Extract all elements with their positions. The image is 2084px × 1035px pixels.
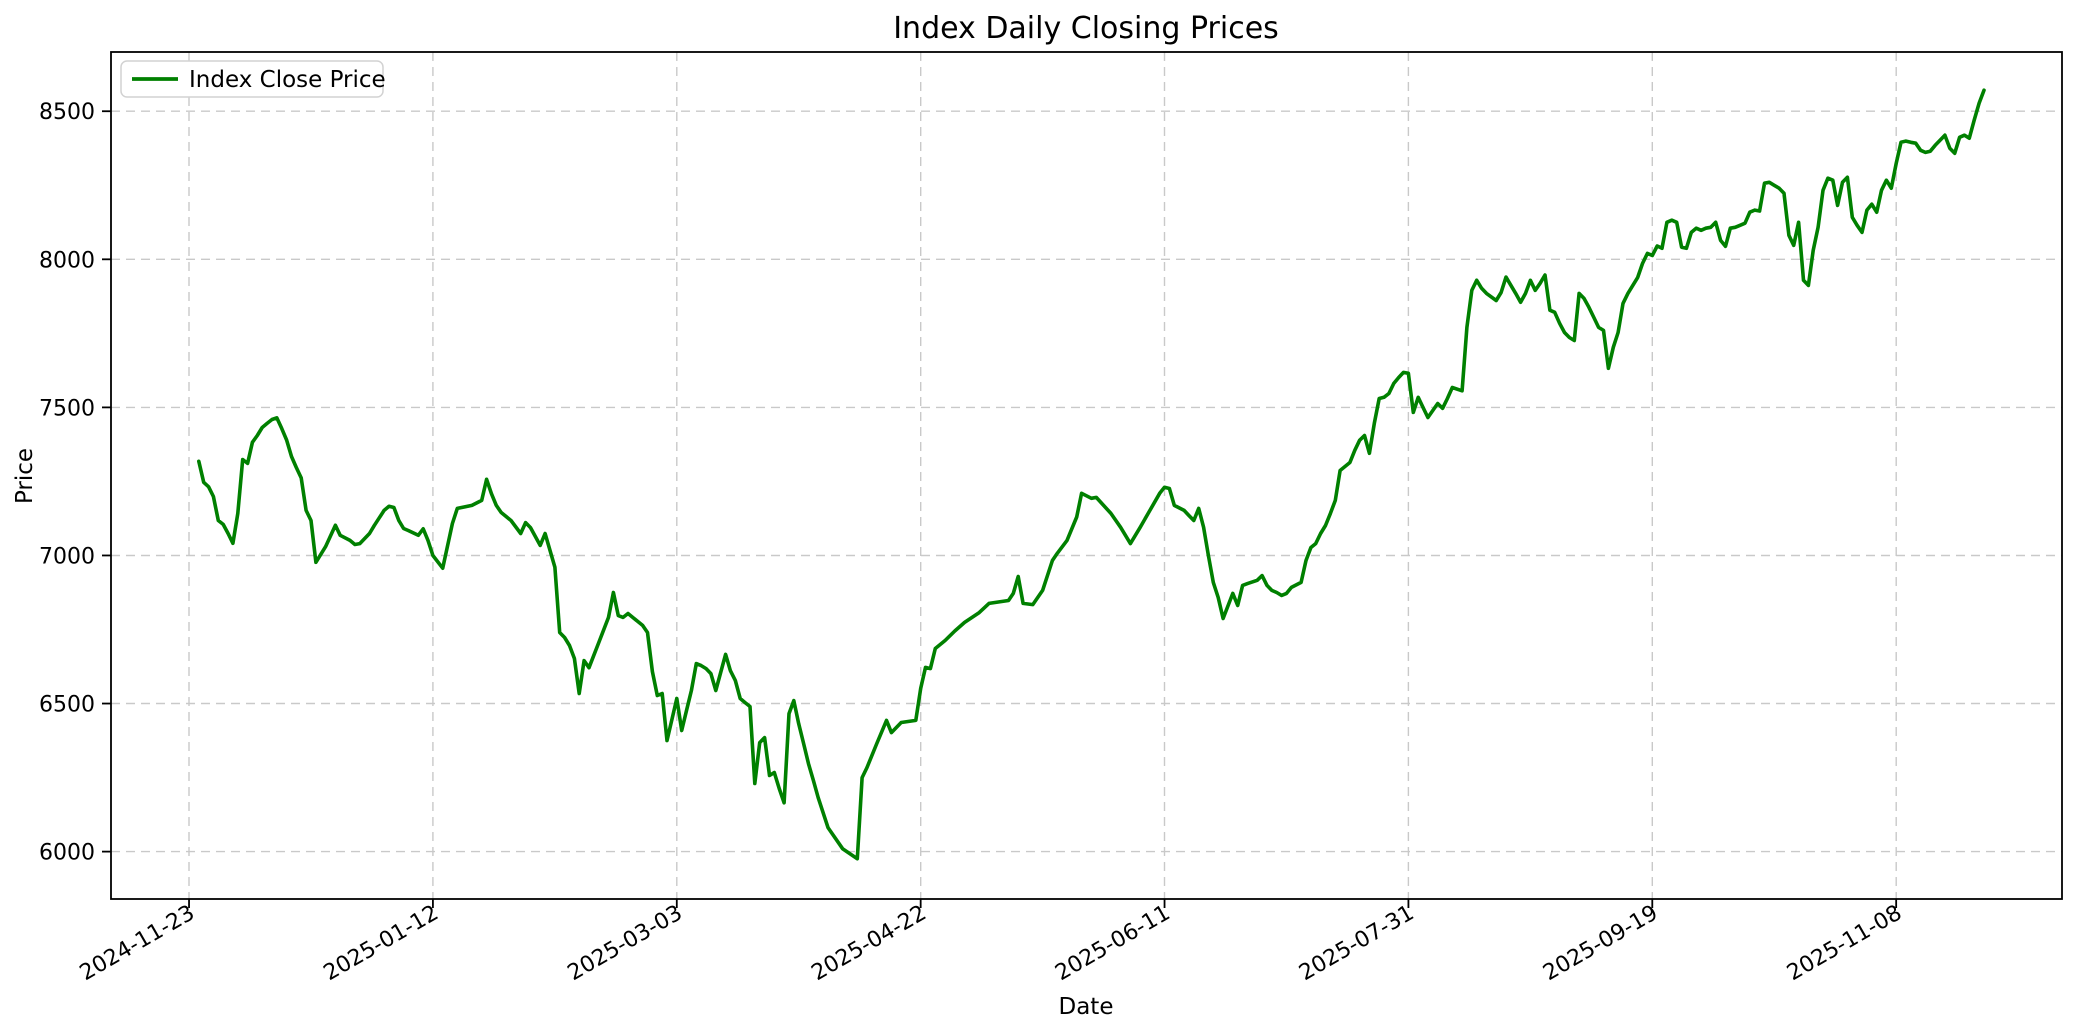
legend: Index Close Price bbox=[120, 60, 386, 98]
y-tick-label: 8000 bbox=[39, 248, 95, 273]
legend-box bbox=[120, 60, 384, 98]
legend-label: Index Close Price bbox=[189, 67, 386, 93]
grid-layer bbox=[111, 52, 2062, 899]
price-line-series bbox=[197, 88, 1986, 861]
plot-border bbox=[110, 51, 2063, 900]
y-tick-label: 7000 bbox=[39, 544, 95, 569]
y-tick-label: 6500 bbox=[39, 693, 95, 718]
y-axis-label: Price bbox=[12, 448, 38, 504]
y-tick-label: 7500 bbox=[39, 396, 95, 421]
y-tick-label: 8500 bbox=[39, 100, 95, 125]
x-axis-label: Date bbox=[1059, 994, 1114, 1020]
series-layer bbox=[197, 88, 1986, 861]
chart-title: Index Daily Closing Prices bbox=[893, 11, 1279, 46]
y-tick-label: 6000 bbox=[39, 841, 95, 866]
